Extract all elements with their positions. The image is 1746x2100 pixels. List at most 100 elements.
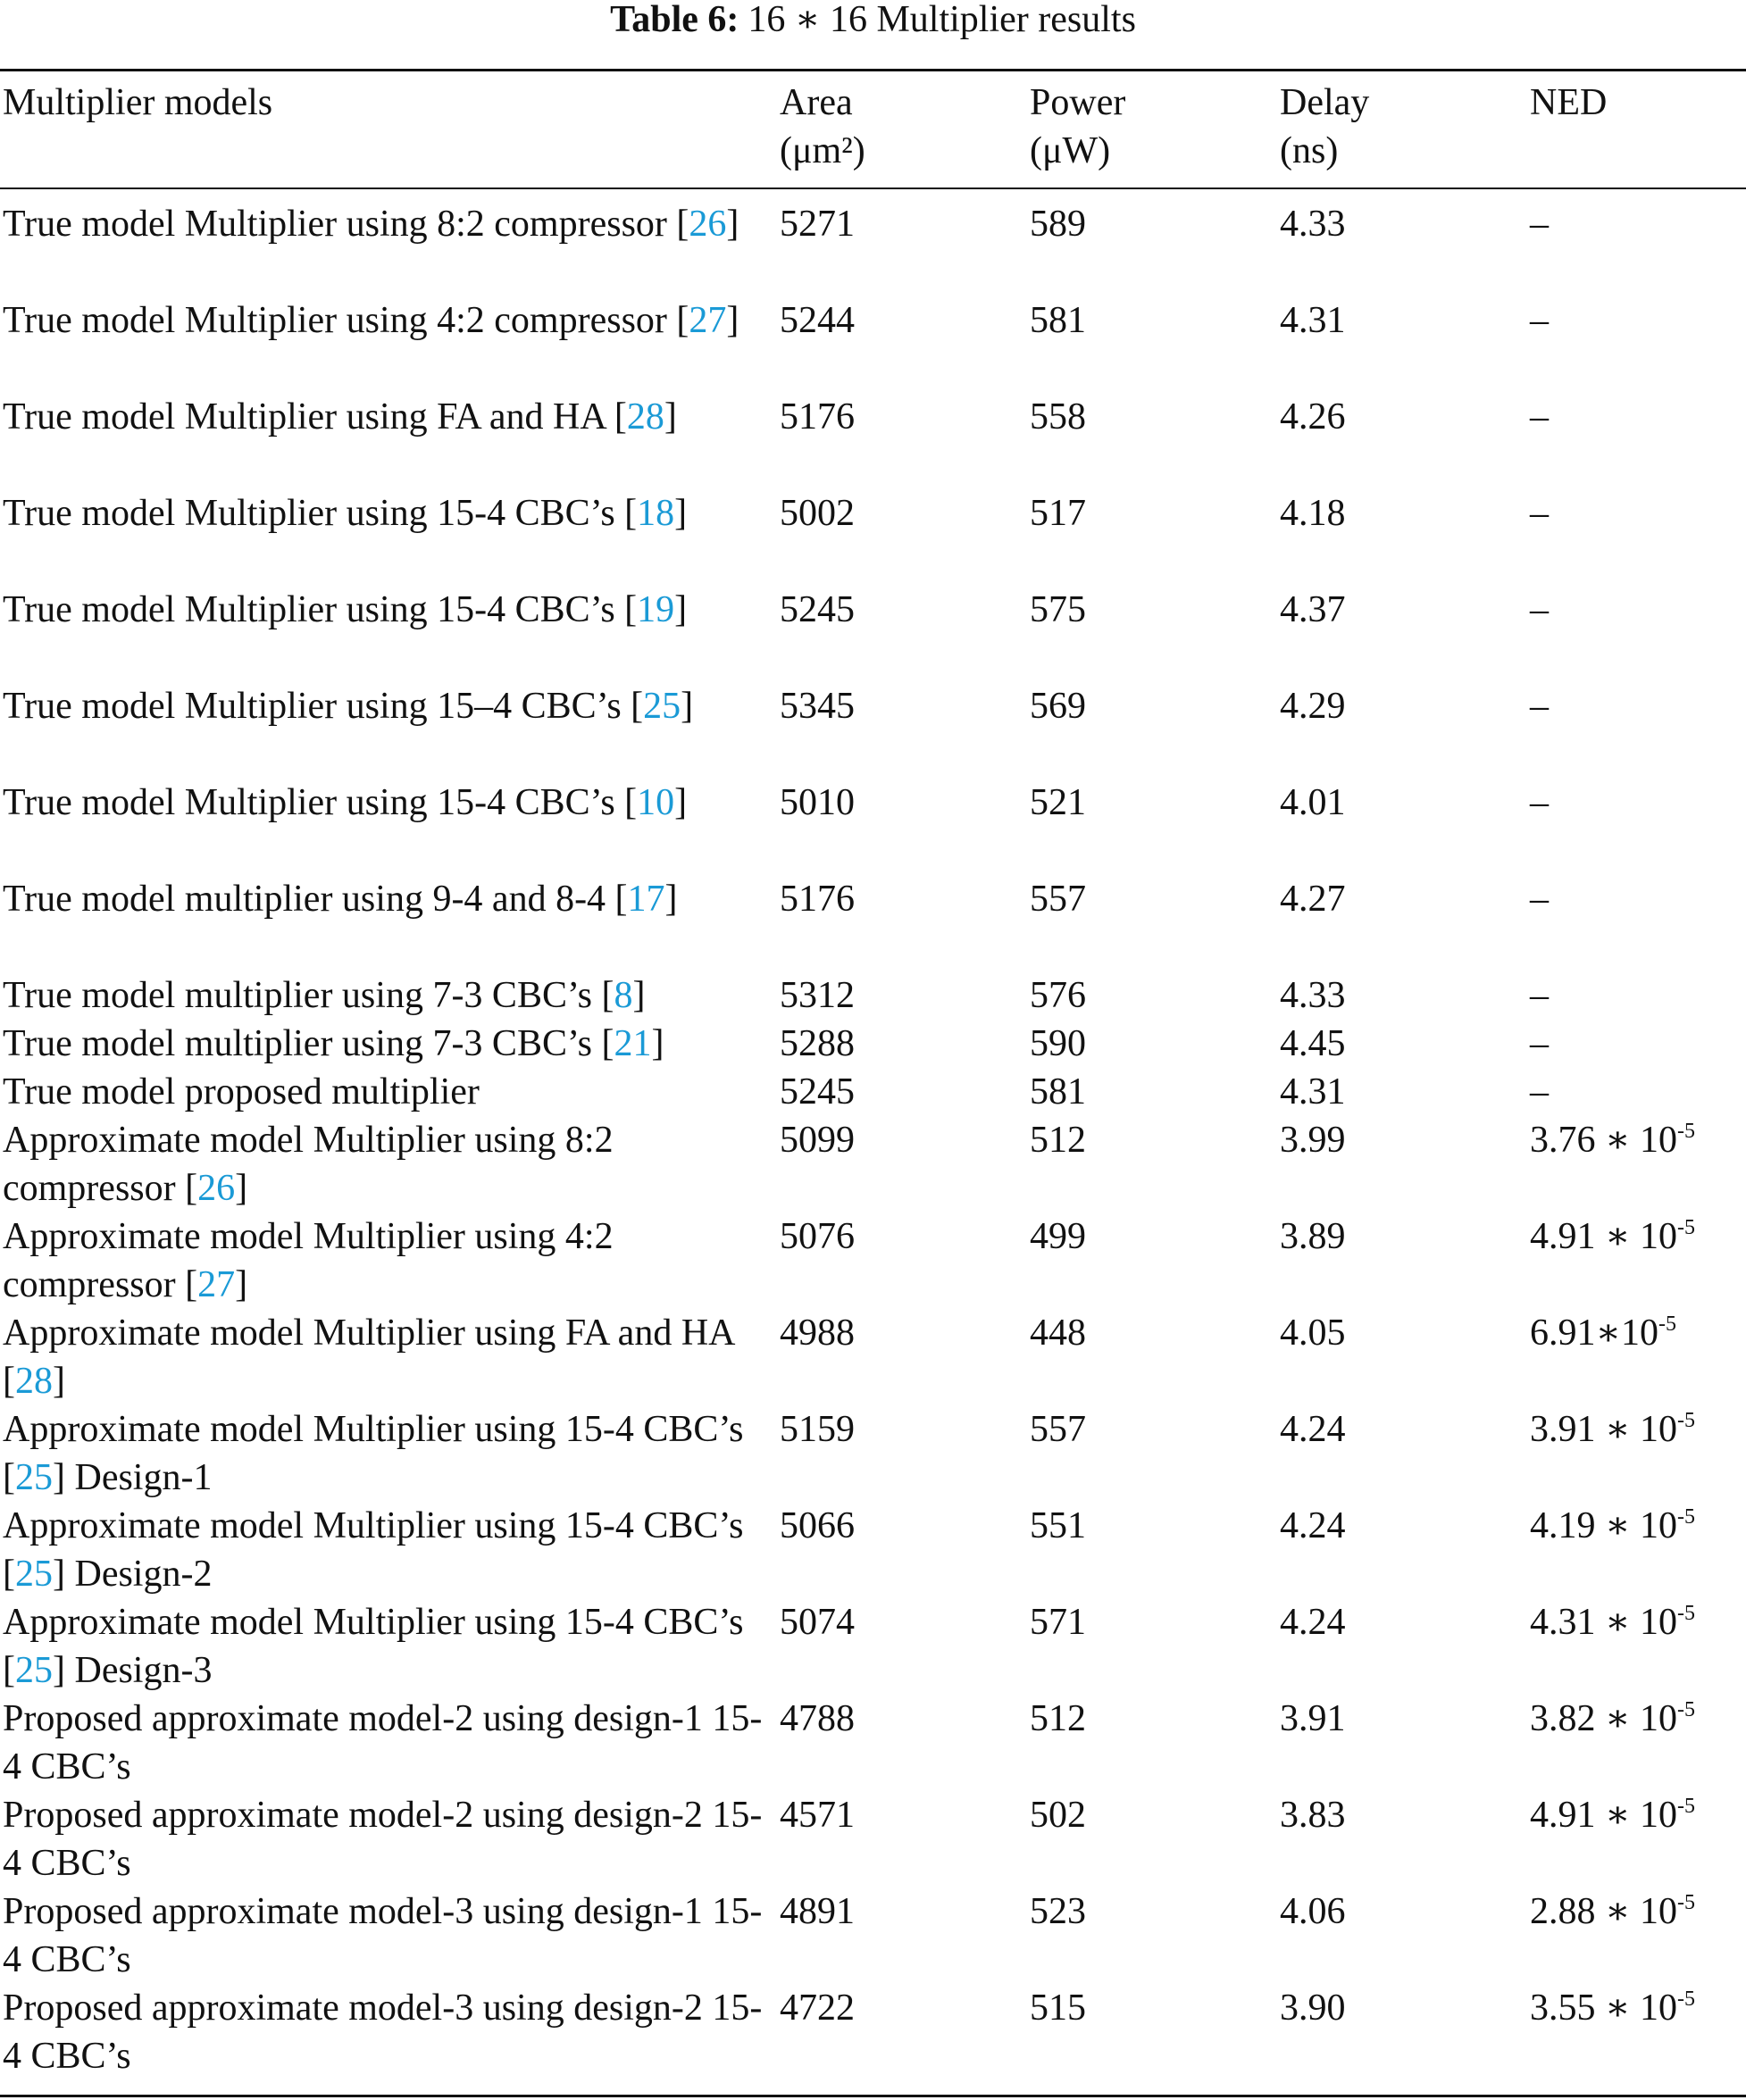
cell-ned: – — [1530, 396, 1549, 438]
cell-area: 5176 — [780, 396, 855, 438]
header-area: Area (μm²) — [780, 79, 865, 175]
model-text-suffix: ] — [664, 396, 677, 438]
model-text-suffix: ] — [651, 1023, 664, 1064]
cell-model: Proposed approximate model-2 using desig… — [3, 1695, 771, 1791]
ned-exponent: -5 — [1677, 1602, 1696, 1625]
cell-ned: 4.91 ∗ 10-5 — [1530, 1791, 1695, 1839]
table-row: Approximate model Multiplier using 8:2 c… — [0, 1116, 1746, 1212]
cell-delay: 3.83 — [1280, 1795, 1346, 1836]
cell-delay: 4.29 — [1280, 686, 1346, 727]
table-row: Approximate model Multiplier using 15-4 … — [0, 1405, 1746, 1502]
cell-power: 589 — [1030, 204, 1086, 245]
cell-ned: – — [1530, 1023, 1549, 1064]
table-row: True model multiplier using 7-3 CBC’s [2… — [0, 1020, 1746, 1068]
cell-delay: 4.24 — [1280, 1505, 1346, 1546]
citation-link[interactable]: 26 — [689, 204, 727, 245]
model-text-suffix: ] — [632, 975, 646, 1016]
model-text-suffix: ] Design-2 — [53, 1554, 213, 1595]
cell-area: 4891 — [780, 1891, 855, 1932]
cell-ned: 6.91∗10-5 — [1530, 1309, 1676, 1357]
cell-ned: – — [1530, 782, 1549, 823]
ned-exponent: -5 — [1677, 1795, 1696, 1818]
citation-link[interactable]: 18 — [637, 493, 675, 534]
model-text: Approximate model Multiplier using 15-4 … — [3, 1409, 744, 1498]
cell-area: 5010 — [780, 782, 855, 823]
cell-ned: 2.88 ∗ 10-5 — [1530, 1888, 1695, 1936]
citation-link[interactable]: 26 — [197, 1168, 236, 1209]
cell-model: True model Multiplier using 15-4 CBC’s [… — [3, 489, 771, 538]
cell-power: 590 — [1030, 1023, 1086, 1064]
cell-delay: 4.45 — [1280, 1023, 1346, 1064]
citation-link[interactable]: 27 — [689, 300, 727, 341]
citation-link[interactable]: 25 — [15, 1650, 53, 1691]
citation-link[interactable]: 10 — [637, 782, 675, 823]
model-text: True model Multiplier using 4:2 compress… — [3, 300, 689, 341]
citation-link[interactable]: 21 — [614, 1023, 652, 1064]
citation-link[interactable]: 27 — [197, 1264, 236, 1305]
model-text-suffix: ] — [726, 204, 739, 245]
citation-link[interactable]: 28 — [15, 1361, 53, 1402]
cell-power: 551 — [1030, 1505, 1086, 1546]
model-text-suffix: ] — [664, 879, 678, 920]
model-text: Proposed approximate model-2 using desig… — [3, 1795, 763, 1884]
cell-area: 4722 — [780, 1988, 855, 2029]
ned-base: 3.55 ∗ 10 — [1530, 1988, 1678, 2029]
header-area-unit: (μm²) — [780, 130, 865, 171]
cell-model: True model multiplier using 9-4 and 8-4 … — [3, 875, 771, 923]
citation-link[interactable]: 25 — [15, 1457, 53, 1498]
bottom-rule — [0, 2095, 1746, 2097]
citation-link[interactable]: 25 — [643, 686, 681, 727]
cell-delay: 4.26 — [1280, 396, 1346, 438]
citation-link[interactable]: 25 — [15, 1554, 53, 1595]
ned-base: 4.91 ∗ 10 — [1530, 1795, 1678, 1836]
cell-delay: 4.33 — [1280, 975, 1346, 1016]
header-power-unit: (μW) — [1030, 130, 1111, 171]
header-delay-unit: (ns) — [1280, 130, 1339, 171]
citation-link[interactable]: 17 — [627, 879, 665, 920]
model-text: Approximate model Multiplier using FA an… — [3, 1312, 734, 1402]
cell-area: 5002 — [780, 493, 855, 534]
citation-link[interactable]: 8 — [614, 975, 633, 1016]
cell-ned: – — [1530, 493, 1549, 534]
cell-delay: 4.33 — [1280, 204, 1346, 245]
model-text-suffix: ] — [681, 686, 694, 727]
cell-power: 557 — [1030, 1409, 1086, 1450]
table-row: True model Multiplier using 15-4 CBC’s [… — [0, 489, 1746, 586]
cell-power: 581 — [1030, 1071, 1086, 1112]
cell-model: True model Multiplier using 15–4 CBC’s [… — [3, 682, 771, 730]
ned-base: 3.91 ∗ 10 — [1530, 1409, 1678, 1450]
cell-ned: – — [1530, 300, 1549, 341]
model-text-suffix: ] Design-1 — [53, 1457, 213, 1498]
cell-ned: 3.76 ∗ 10-5 — [1530, 1116, 1695, 1164]
ned-exponent: -5 — [1677, 1120, 1696, 1143]
table-row: True model Multiplier using 8:2 compress… — [0, 200, 1746, 296]
citation-link[interactable]: 19 — [637, 589, 675, 630]
cell-model: True model Multiplier using 15-4 CBC’s [… — [3, 779, 771, 827]
cell-model: Approximate model Multiplier using 8:2 c… — [3, 1116, 771, 1212]
ned-exponent: -5 — [1677, 1698, 1696, 1721]
model-text-suffix: ] — [726, 300, 739, 341]
model-text: Approximate model Multiplier using 8:2 c… — [3, 1120, 614, 1209]
cell-ned: 3.82 ∗ 10-5 — [1530, 1695, 1695, 1743]
cell-area: 5312 — [780, 975, 855, 1016]
cell-power: 575 — [1030, 589, 1086, 630]
cell-model: True model Multiplier using 8:2 compress… — [3, 200, 771, 248]
cell-power: 557 — [1030, 879, 1086, 920]
cell-delay: 4.37 — [1280, 589, 1346, 630]
cell-power: 512 — [1030, 1120, 1086, 1161]
table-row: True model Multiplier using FA and HA [2… — [0, 393, 1746, 489]
table-row: Proposed approximate model-2 using desig… — [0, 1791, 1746, 1888]
cell-delay: 3.90 — [1280, 1988, 1346, 2029]
table-row: True model Multiplier using 15-4 CBC’s [… — [0, 779, 1746, 875]
cell-delay: 3.99 — [1280, 1120, 1346, 1161]
model-text: True model Multiplier using 15-4 CBC’s [ — [3, 782, 638, 823]
cell-ned: – — [1530, 1071, 1549, 1112]
cell-area: 5345 — [780, 686, 855, 727]
caption-text: 16 ∗ 16 Multiplier results — [748, 0, 1136, 40]
table-body: True model Multiplier using 8:2 compress… — [0, 200, 1746, 2080]
citation-link[interactable]: 28 — [626, 396, 664, 438]
cell-model: True model proposed multiplier — [3, 1068, 771, 1116]
cell-model: Approximate model Multiplier using 15-4 … — [3, 1598, 771, 1695]
table-row: Approximate model Multiplier using FA an… — [0, 1309, 1746, 1405]
